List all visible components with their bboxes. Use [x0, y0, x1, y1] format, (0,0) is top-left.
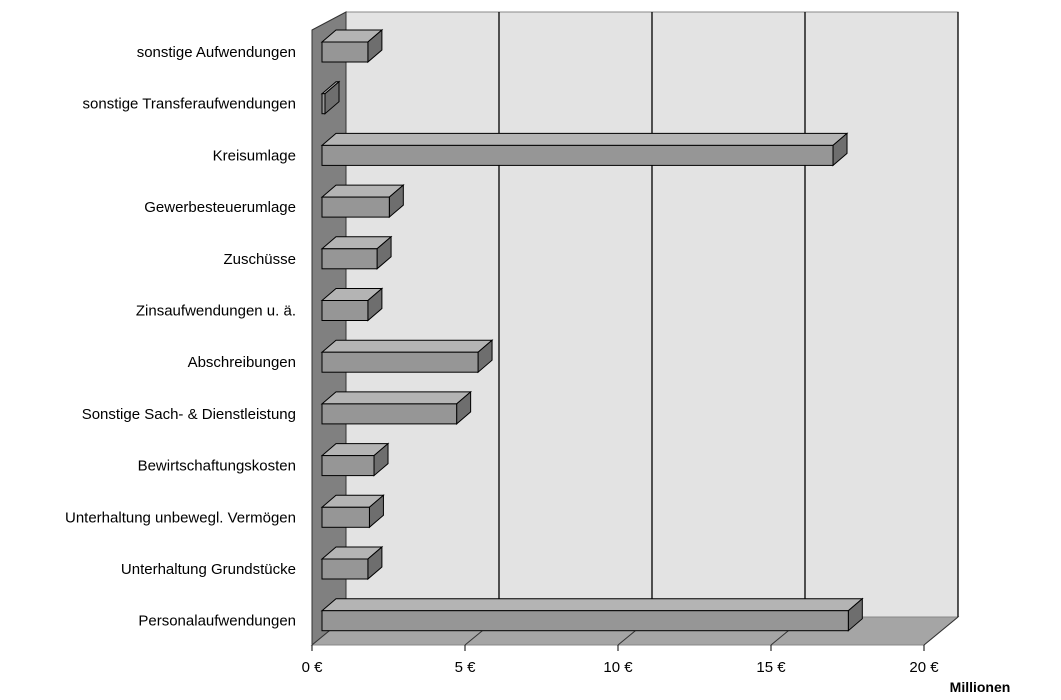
category-label: Personalaufwendungen: [138, 613, 296, 630]
bar-front-face: [321, 41, 369, 63]
chart-walls: [310, 11, 960, 647]
category-labels: sonstige Aufwendungen sonstige Transferau…: [65, 44, 296, 630]
x-unit-label: Millionen: [950, 679, 1011, 695]
bar-front-face: [321, 351, 479, 373]
category-label: sonstige Transferaufwendungen: [83, 96, 296, 113]
bar-top-face: [320, 339, 494, 353]
bar: [320, 597, 864, 632]
bar: [320, 287, 384, 322]
bar: [320, 235, 393, 270]
bar: [320, 132, 849, 167]
category-label: Sonstige Sach- & Dienstleistung: [82, 406, 296, 423]
floor-gridline: [923, 616, 959, 646]
bar: [320, 390, 472, 425]
bar: [320, 442, 390, 477]
bar-front-face: [321, 196, 390, 218]
bar-top-face: [320, 598, 864, 612]
category-label: Unterhaltung unbewegl. Vermögen: [65, 509, 296, 526]
x-tick-label: 15 €: [756, 659, 786, 676]
bar: [320, 339, 494, 374]
category-label: Bewirtschaftungskosten: [138, 458, 296, 475]
x-tick-label: 20 €: [909, 659, 939, 676]
bar: [320, 184, 405, 219]
category-label: Abschreibungen: [188, 354, 296, 371]
bar: [320, 80, 341, 115]
bar-front-face: [321, 300, 369, 321]
bar-front-face: [321, 610, 849, 632]
bar-front-face: [321, 455, 375, 477]
bar-top-face: [320, 391, 472, 405]
x-tick-label: 0 €: [302, 659, 324, 676]
bar: [320, 494, 385, 529]
bar-front-face: [321, 558, 369, 580]
category-label: Unterhaltung Grundstücke: [121, 561, 296, 578]
bar-front-face: [321, 248, 378, 270]
category-label: sonstige Aufwendungen: [137, 44, 296, 61]
x-tick-label: 10 €: [603, 659, 633, 676]
bar-front-face: [321, 144, 834, 166]
x-tick-label: 5 €: [455, 659, 477, 676]
bar-front-face: [321, 93, 326, 115]
bar-front-face: [321, 403, 458, 425]
category-label: Zinsaufwendungen u. ä.: [136, 303, 296, 320]
category-label: Kreisumlage: [213, 147, 296, 164]
bar-front-face: [321, 506, 370, 528]
category-label: Gewerbesteuerumlage: [144, 199, 296, 216]
bars: [320, 28, 864, 632]
bar: [320, 28, 384, 64]
bar: [320, 545, 384, 581]
x-tick-labels: 0 € 5 € 10 € 15 € 20 €: [302, 659, 940, 676]
bar-top-face: [320, 132, 849, 146]
category-label: Zuschüsse: [223, 251, 296, 268]
